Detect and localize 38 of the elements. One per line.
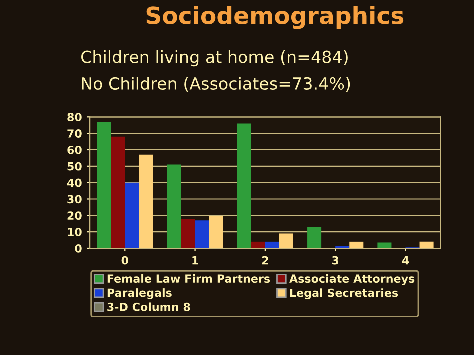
legend-label: Legal Secretaries (290, 288, 398, 300)
bar (237, 124, 252, 248)
bar (378, 242, 392, 248)
y-tick-label: 70 (68, 130, 82, 138)
text: No Children (Associates=73.4%) (82, 77, 350, 92)
bar (97, 122, 112, 248)
y-tick-label: 80 (68, 113, 82, 122)
bar (125, 182, 140, 248)
bar (350, 242, 364, 248)
y-tick-label: 10 (68, 228, 82, 236)
y-tick-label: 0 (75, 244, 82, 253)
x-tick-label: 0 (122, 256, 128, 265)
y-tick-label: 50 (68, 162, 82, 171)
x-tick-label: 2 (262, 256, 268, 265)
legend-label: Associate Attorneys (290, 274, 415, 286)
y-tick-label: 60 (68, 146, 82, 154)
bar (139, 154, 154, 248)
bar (167, 164, 182, 248)
y-tick-label: 40 (67, 178, 82, 188)
bar (265, 242, 280, 248)
x-tick-label: 1 (192, 256, 198, 265)
y-tick-label: 20 (68, 212, 82, 220)
x-tick-label: 3 (332, 256, 339, 265)
legend-label: 3-D Column 8 (108, 302, 190, 312)
bar (111, 136, 126, 248)
x-tick-label: 4 (402, 256, 410, 265)
bar (209, 216, 224, 248)
bar (420, 242, 434, 248)
bar (279, 234, 294, 248)
bar (251, 242, 266, 248)
bar (181, 218, 196, 248)
bar (308, 227, 322, 248)
chart-title: Sociodemographics (146, 6, 404, 30)
text: Children living at home (n=484) (82, 50, 348, 67)
legend-label: Paralegals (108, 288, 172, 300)
y-tick-label: 30 (68, 195, 82, 204)
bar (195, 220, 210, 248)
legend-label: Female Law Firm Partners (108, 274, 270, 284)
